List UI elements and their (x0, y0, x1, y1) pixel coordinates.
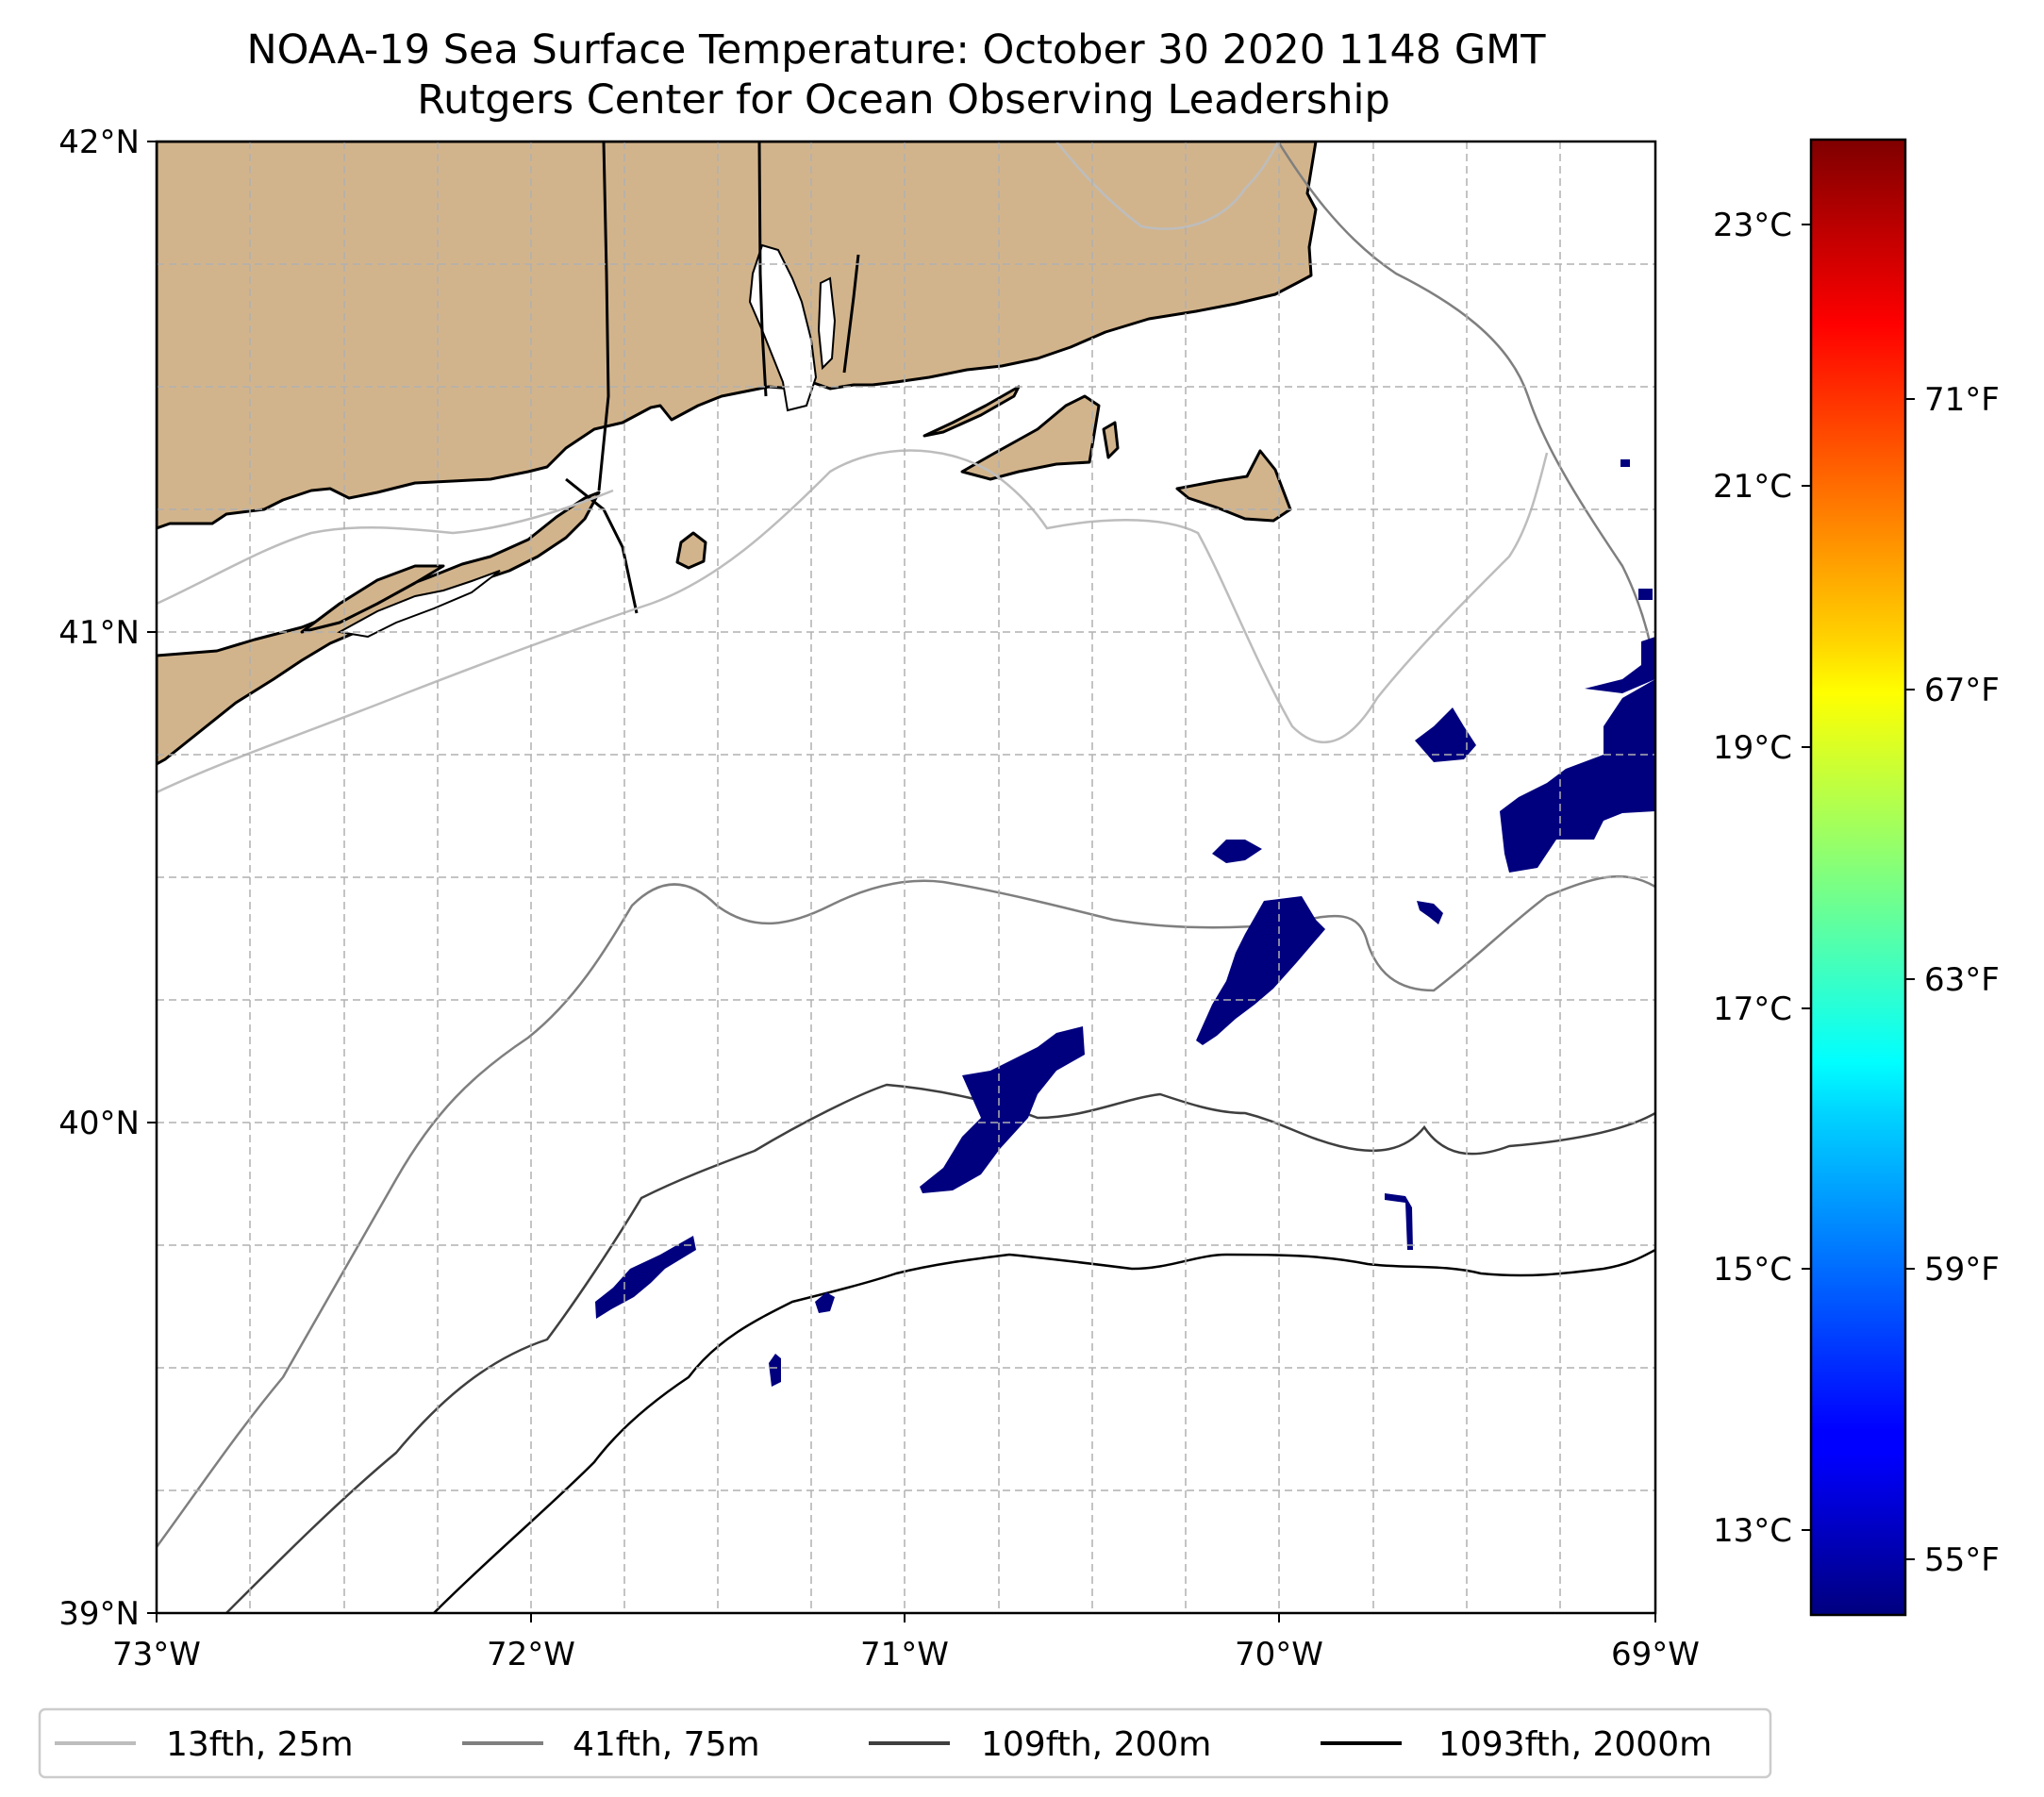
lon-tick-label: 71°W (860, 1636, 949, 1673)
lat-tick-label: 40°N (58, 1105, 140, 1142)
colorbar-celsius-label: 19°C (1713, 729, 1792, 767)
lat-tick-label: 39°N (58, 1595, 140, 1633)
contours (157, 141, 1655, 1613)
lon-tick-label: 70°W (1235, 1636, 1323, 1673)
sst-patch-center (920, 1026, 1085, 1193)
mainland-coast (157, 141, 1318, 530)
colorbar-celsius-label: 13°C (1713, 1512, 1792, 1550)
contour-75m (1276, 141, 1655, 671)
sst-patch-small-1 (1417, 901, 1443, 924)
legend-label: 109fth, 200m (981, 1725, 1211, 1764)
marthas-vineyard (960, 394, 1101, 481)
sst-patch-east-b (1212, 840, 1262, 863)
colorbar-fahrenheit-label: 55°F (1924, 1541, 2000, 1579)
legend-label: 41fth, 75m (573, 1725, 760, 1764)
chart-subtitle: Rutgers Center for Ocean Observing Leade… (417, 76, 1390, 124)
narragansett-bay (748, 243, 818, 412)
map-frame (155, 140, 1657, 1615)
colorbar-fahrenheit-label: 63°F (1924, 961, 2000, 999)
lon-tick-label: 72°W (487, 1636, 575, 1673)
land (157, 141, 1318, 766)
colorbar-celsius-ticks (1802, 224, 1811, 1531)
gridlines (157, 141, 1655, 1613)
lon-tick-label: 73°W (112, 1636, 201, 1673)
bays (336, 243, 837, 639)
sst-patch-small-5 (1620, 459, 1630, 467)
ri-ma-border (842, 254, 860, 374)
legend-label: 13fth, 25m (166, 1725, 354, 1764)
colorbar-celsius-label: 17°C (1713, 990, 1792, 1028)
legend-entry: 1093fth, 2000m (1321, 1725, 1712, 1764)
ny-ct-border (597, 141, 610, 491)
sst-patch-ne-b (1415, 707, 1476, 762)
lat-tick-label: 41°N (58, 614, 140, 652)
sst-patch-small-3 (815, 1292, 835, 1313)
colorbar-celsius-label: 15°C (1713, 1251, 1792, 1289)
contour-2000m (433, 1248, 1655, 1613)
contour-75m-shelf (157, 874, 1655, 1548)
contour-25m (157, 449, 1549, 794)
legend: 13fth, 25m 41fth, 75m 109fth, 200m 1093f… (38, 1707, 1772, 1779)
sst-patch-east (1196, 896, 1325, 1045)
elizabeth-islands (922, 385, 1021, 438)
contour-25m-c (1055, 141, 1280, 230)
sst-patch-nw (595, 1236, 696, 1319)
sst-patch-small-4 (769, 1354, 781, 1387)
colorbar-fahrenheit-label: 59°F (1924, 1251, 2000, 1289)
legend-entry: 41fth, 75m (462, 1725, 760, 1764)
contour-200m (225, 1083, 1655, 1613)
peconic-bay (336, 570, 501, 639)
lon-tick-label: 69°W (1611, 1636, 1700, 1673)
legend-entry: 109fth, 200m (869, 1725, 1211, 1764)
block-island (675, 531, 707, 570)
ct-ri-border (757, 141, 768, 397)
state-borders (565, 141, 860, 614)
mount-hope-bay (817, 276, 837, 371)
sst-patches (595, 459, 1655, 1387)
lat-tick-label: 42°N (58, 124, 140, 161)
colorbar-gradient (1809, 138, 1907, 1617)
colorbar-fahrenheit-label: 67°F (1924, 672, 2000, 709)
legend-label: 1093fth, 2000m (1438, 1725, 1712, 1764)
colorbar-celsius-label: 21°C (1713, 468, 1792, 506)
map-tick-marks (147, 141, 1656, 1622)
map-area (157, 141, 1655, 1613)
long-island-north-fork (300, 564, 445, 634)
colorbar: 23°C 21°C 19°C 17°C 15°C 13°C 71°F 67°F … (1713, 138, 2000, 1617)
lon-tick-labels: 73°W 72°W 71°W 70°W 69°W (112, 1636, 1700, 1673)
chart-title: NOAA-19 Sea Surface Temperature: October… (246, 26, 1546, 74)
sst-patch-ne (1500, 679, 1655, 873)
colorbar-fahrenheit-label: 71°F (1924, 381, 2000, 419)
contour-25m-b (157, 489, 614, 606)
colorbar-fahrenheit-ticks (1905, 398, 1915, 1560)
ny-ri-sea-boundary (565, 477, 639, 614)
chappaquiddick (1102, 421, 1120, 459)
legend-entry: 13fth, 25m (55, 1725, 354, 1764)
colorbar-celsius-label: 23°C (1713, 207, 1792, 244)
sst-patch-small-2 (1385, 1193, 1413, 1250)
sst-patch-small-6 (1638, 589, 1653, 600)
lat-tick-labels: 42°N 41°N 40°N 39°N (58, 124, 140, 1633)
sst-patch-ne-c (1585, 637, 1655, 693)
